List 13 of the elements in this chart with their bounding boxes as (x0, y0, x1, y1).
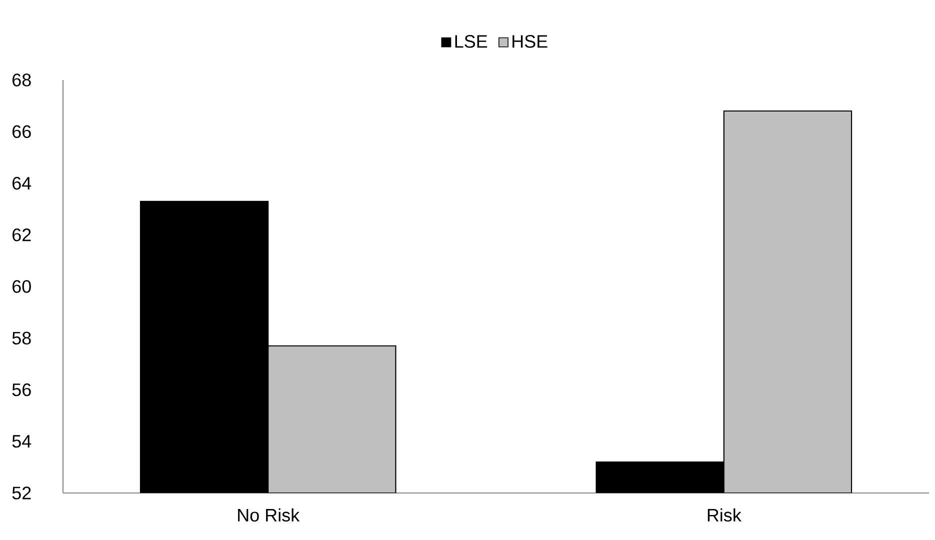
y-tick-label: 66 (12, 125, 31, 138)
y-tick-label: 68 (12, 74, 31, 86)
legend-label: HSE (512, 35, 548, 48)
y-tick-label: 62 (12, 228, 31, 242)
y-tick-label: 54 (12, 435, 32, 448)
y-tick-label: 56 (12, 383, 31, 396)
x-tick-label: No Risk (238, 508, 300, 522)
y-tick-label: 58 (12, 332, 31, 344)
legend-label: LSE (455, 35, 488, 48)
x-tick-label: Risk (708, 508, 742, 522)
y-tick-label: 64 (12, 176, 32, 190)
y-tick-label: 60 (12, 280, 31, 293)
y-tick-label: 52 (12, 486, 31, 500)
